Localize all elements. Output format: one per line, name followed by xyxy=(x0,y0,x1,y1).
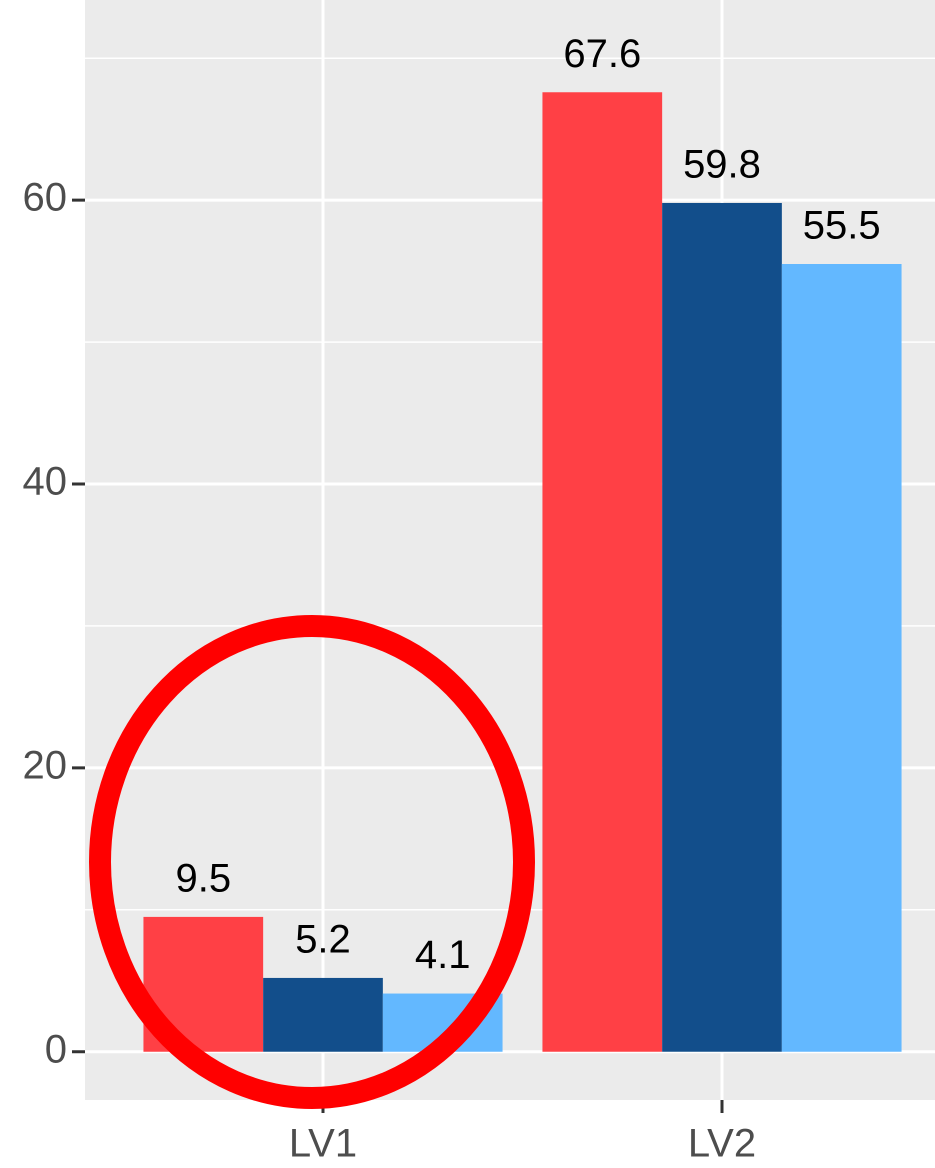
bar xyxy=(662,202,782,1052)
y-tick-label: 20 xyxy=(23,743,68,787)
highlight-circle xyxy=(89,615,535,1109)
value-label: 9.5 xyxy=(175,856,231,900)
y-tick-label: 60 xyxy=(23,176,68,220)
y-tick-label: 0 xyxy=(45,1027,67,1071)
value-label: 4.1 xyxy=(415,933,471,977)
value-label: 67.6 xyxy=(563,32,641,76)
value-label: 59.8 xyxy=(683,143,761,187)
y-tick-label: 40 xyxy=(23,460,68,504)
value-label: 55.5 xyxy=(803,204,881,248)
bar xyxy=(263,977,383,1052)
value-label: 5.2 xyxy=(295,917,351,961)
x-tick-label: LV2 xyxy=(688,1122,756,1166)
x-tick-label: LV1 xyxy=(289,1122,357,1166)
bar xyxy=(542,92,663,1052)
axes: 0 20 40 60 LV1 LV2 xyxy=(23,176,757,1166)
bar xyxy=(781,264,902,1052)
